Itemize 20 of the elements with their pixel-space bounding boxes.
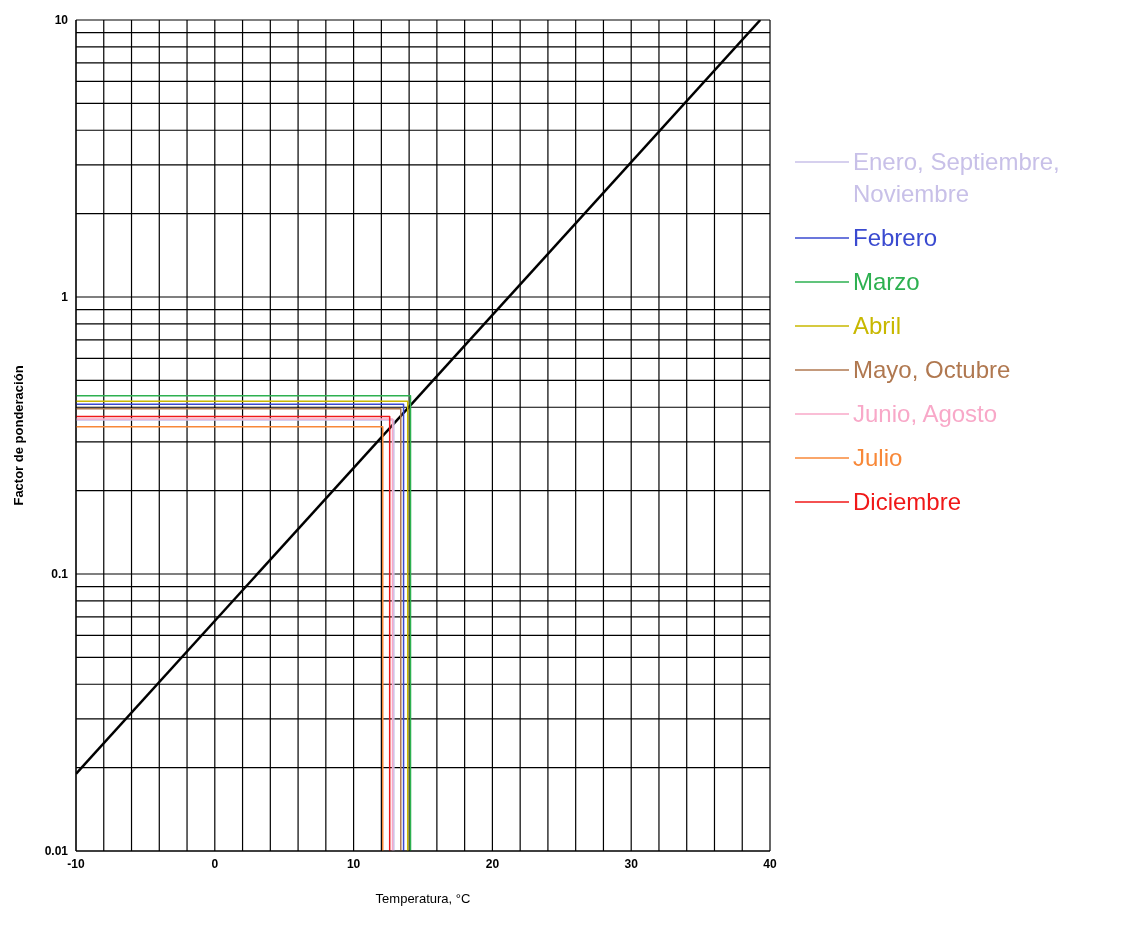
x-tick-label: 0 bbox=[211, 856, 219, 871]
legend-label: Mayo, Octubre bbox=[853, 355, 1011, 385]
legend-label: Julio bbox=[853, 443, 903, 473]
y-tick-label: 10 bbox=[54, 13, 69, 28]
x-tick-label: 40 bbox=[763, 856, 777, 871]
legend-label: Diciembre bbox=[853, 487, 962, 517]
legend-label: Junio, Agosto bbox=[853, 399, 998, 429]
x-tick-label: 30 bbox=[624, 856, 639, 871]
x-tick-label: 20 bbox=[485, 856, 500, 871]
y-tick-label: 0.1 bbox=[51, 567, 69, 582]
legend-label: Enero, Septiembre, Noviembre bbox=[853, 147, 1061, 209]
x-axis-title: Temperatura, °C bbox=[375, 891, 471, 906]
y-axis-title: Factor de ponderación bbox=[10, 365, 26, 506]
x-tick-label: -10 bbox=[67, 856, 85, 871]
y-tick-label: 0.01 bbox=[44, 844, 69, 859]
x-tick-label: 10 bbox=[346, 856, 361, 871]
legend-label: Febrero bbox=[853, 223, 938, 253]
legend-label: Abril bbox=[853, 311, 902, 341]
y-tick-label: 1 bbox=[61, 290, 69, 305]
legend-label: Marzo bbox=[853, 267, 920, 297]
